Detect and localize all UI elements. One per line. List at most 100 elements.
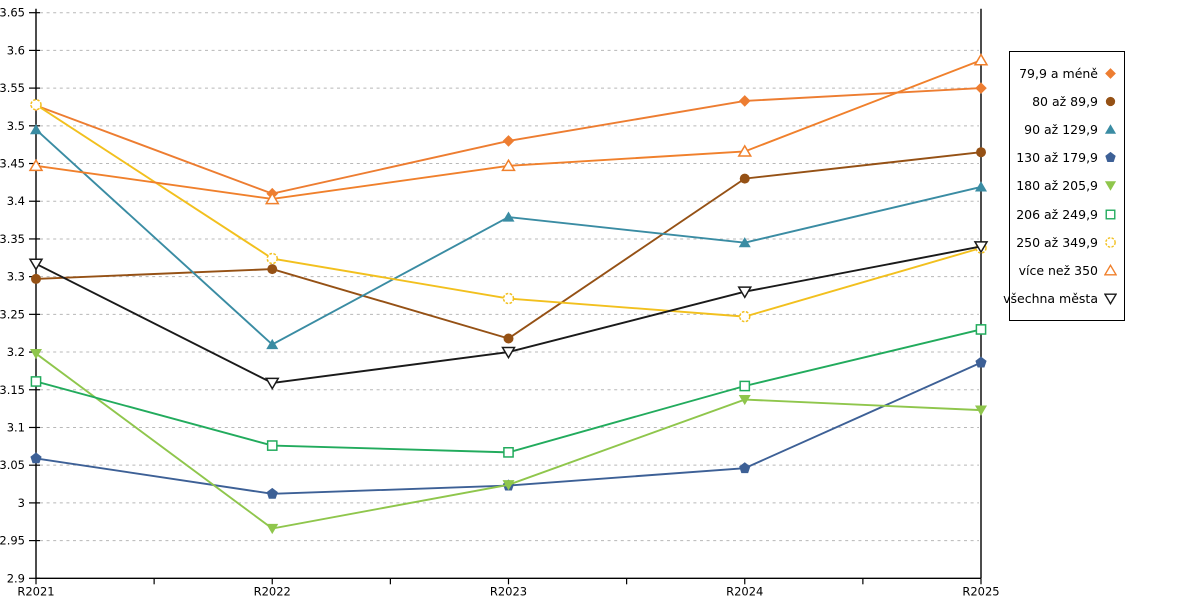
data-point	[976, 147, 986, 158]
pentagon-marker-icon	[266, 487, 278, 499]
circle-marker-icon	[502, 292, 515, 305]
legend-item: 90 až 129,9	[1010, 115, 1124, 143]
legend-label: 250 až 349,9	[1016, 234, 1098, 250]
data-point	[266, 440, 278, 451]
legend-item: 130 až 179,9	[1010, 144, 1124, 172]
data-point	[264, 191, 280, 205]
legend-item: 80 až 89,9	[1010, 87, 1124, 115]
legend-item: více než 350	[1010, 256, 1124, 284]
y-axis-label: 3	[18, 496, 25, 510]
legend-label: všechna města	[1003, 291, 1098, 307]
legend: 79,9 a méně 80 až 89,9 90 až 129,9 130 až 1…	[1003, 51, 1125, 321]
y-axis-label: 2.9	[7, 571, 25, 585]
square-marker-icon	[1105, 209, 1116, 219]
legend-item: 250 až 349,9	[1010, 228, 1124, 256]
x-axis-label: R2025	[962, 584, 999, 598]
legend-label: 90 až 129,9	[1024, 121, 1098, 137]
triangle-down-marker-icon	[1104, 181, 1117, 192]
data-point	[739, 310, 751, 323]
pentagon-marker-icon	[30, 452, 42, 464]
triangle-up-marker-icon	[1104, 124, 1117, 134]
legend-label: 130 až 179,9	[1016, 150, 1098, 166]
legend-label: 80 až 89,9	[1032, 93, 1098, 109]
circle-marker-icon	[739, 310, 751, 323]
data-point	[267, 264, 278, 275]
data-point	[503, 447, 514, 458]
square-marker-icon	[975, 324, 987, 335]
pentagon-marker-icon	[1105, 152, 1116, 163]
data-point	[264, 377, 280, 391]
y-axis-label: 3.05	[0, 458, 25, 472]
y-axis-label: 3.4	[7, 194, 25, 208]
diamond-marker-icon	[1105, 67, 1116, 79]
data-point	[501, 158, 516, 172]
circle-marker-icon	[1105, 236, 1116, 248]
triangle-up-marker-icon	[975, 181, 987, 192]
data-point	[501, 346, 516, 360]
pentagon-marker-icon	[739, 462, 751, 474]
data-point	[738, 394, 751, 406]
triangle-down-marker-icon	[973, 241, 989, 254]
y-axis-label: 2.95	[0, 534, 25, 548]
legend-marker	[1105, 96, 1116, 106]
triangle-up-marker-icon	[264, 191, 280, 205]
data-point	[266, 523, 279, 535]
legend-marker	[1104, 124, 1117, 134]
pentagon-marker-icon	[975, 356, 987, 368]
circle-marker-icon	[30, 98, 42, 111]
data-point	[266, 338, 279, 350]
data-point	[31, 273, 41, 284]
data-point	[30, 98, 42, 111]
circle-marker-icon	[31, 273, 41, 284]
data-point	[266, 252, 278, 265]
triangle-up-marker-icon	[266, 338, 279, 350]
y-axis-label: 3.5	[7, 119, 25, 133]
series-line-7	[35, 59, 982, 200]
data-point	[30, 348, 42, 360]
data-point	[266, 487, 278, 499]
legend-item: 79,9 a méně	[1010, 59, 1124, 87]
series-line-3	[35, 361, 982, 495]
triangle-down-marker-icon	[975, 405, 987, 416]
triangle-down-marker-icon	[502, 480, 515, 491]
y-axis-label: 3.15	[0, 383, 25, 397]
x-axis-label: R2024	[726, 584, 763, 598]
triangle-up-marker-icon	[737, 144, 753, 157]
x-axis-label: R2021	[17, 584, 54, 598]
legend-label: 206 až 249,9	[1016, 206, 1098, 222]
legend-label: 79,9 a méně	[1019, 65, 1098, 81]
series-line-1	[35, 151, 982, 340]
triangle-up-marker-icon	[1104, 263, 1117, 276]
diamond-marker-icon	[738, 95, 751, 107]
triangle-up-marker-icon	[502, 211, 515, 222]
data-point	[739, 173, 750, 184]
legend-item: všechna města	[1003, 285, 1124, 313]
data-point	[28, 258, 44, 271]
diamond-marker-icon	[502, 135, 515, 147]
triangle-up-marker-icon	[30, 123, 42, 135]
data-point	[975, 82, 987, 94]
triangle-down-marker-icon	[264, 377, 280, 391]
data-point	[738, 95, 751, 107]
triangle-down-marker-icon	[1104, 293, 1117, 306]
data-point	[739, 462, 751, 474]
x-axis-label: R2022	[254, 584, 291, 598]
data-point	[975, 324, 987, 335]
triangle-up-marker-icon	[738, 237, 751, 248]
data-point	[30, 376, 42, 387]
triangle-up-marker-icon	[28, 158, 44, 172]
x-axis-label: R2023	[490, 584, 527, 598]
data-point	[737, 286, 753, 299]
data-point	[739, 380, 751, 392]
data-point	[975, 181, 987, 192]
y-axis-label: 3.2	[7, 345, 25, 359]
y-axis-label: 3.6	[7, 43, 25, 57]
square-marker-icon	[503, 447, 514, 458]
data-point	[503, 333, 514, 344]
series-line-4	[35, 352, 982, 530]
legend-marker	[1105, 67, 1116, 79]
data-point	[738, 237, 751, 248]
data-point	[30, 452, 42, 464]
